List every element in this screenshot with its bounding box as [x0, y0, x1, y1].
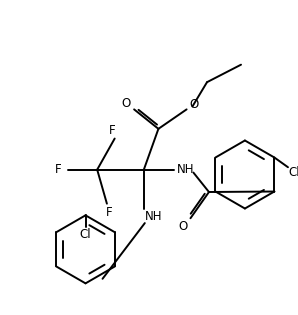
- Text: NH: NH: [177, 163, 194, 176]
- Text: O: O: [178, 220, 187, 232]
- Text: F: F: [108, 124, 115, 137]
- Text: F: F: [55, 163, 62, 176]
- Text: Cl: Cl: [288, 166, 298, 179]
- Text: O: O: [190, 98, 199, 111]
- Text: F: F: [105, 206, 112, 219]
- Text: O: O: [122, 97, 131, 110]
- Text: Cl: Cl: [80, 228, 91, 241]
- Text: NH: NH: [145, 210, 162, 223]
